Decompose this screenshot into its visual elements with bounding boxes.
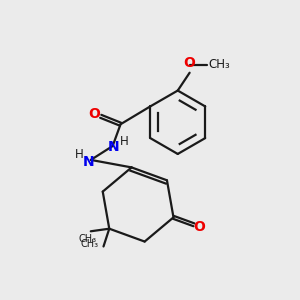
Text: H: H [120,135,129,148]
Text: CH₃: CH₃ [79,234,97,244]
Text: N: N [108,140,119,154]
Text: O: O [88,107,100,121]
Text: O: O [193,220,205,234]
Text: CH₃: CH₃ [81,239,99,250]
Text: O: O [184,56,196,70]
Text: CH₃: CH₃ [208,58,230,71]
Text: N: N [83,155,95,169]
Text: H: H [75,148,83,161]
